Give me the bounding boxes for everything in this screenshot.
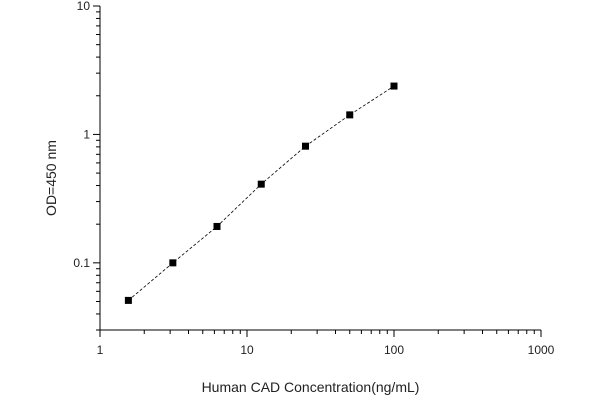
y-tick-label: 1 — [83, 127, 90, 141]
data-point — [301, 142, 309, 150]
y-tick-label: 10 — [77, 0, 91, 13]
series-line — [128, 85, 395, 301]
x-axis-title: Human CAD Concentration(ng/mL) — [202, 379, 420, 395]
data-point — [257, 180, 265, 188]
data-point — [213, 222, 221, 230]
x-tick-label: 10 — [240, 343, 254, 357]
data-point — [346, 111, 354, 119]
series-layer — [124, 82, 398, 304]
y-axis: 0.1 1 10 — [73, 0, 100, 331]
y-axis-title: OD=450 nm — [43, 140, 59, 216]
data-point — [390, 82, 398, 90]
x-axis: 1 10 100 1000 — [97, 330, 555, 357]
x-tick-label: 1000 — [528, 343, 555, 357]
plot-frame — [99, 6, 541, 331]
x-tick-label: 100 — [384, 343, 404, 357]
y-tick-label: 0.1 — [73, 256, 90, 270]
data-point — [124, 296, 132, 304]
data-point — [169, 259, 177, 267]
x-tick-label: 1 — [97, 343, 104, 357]
